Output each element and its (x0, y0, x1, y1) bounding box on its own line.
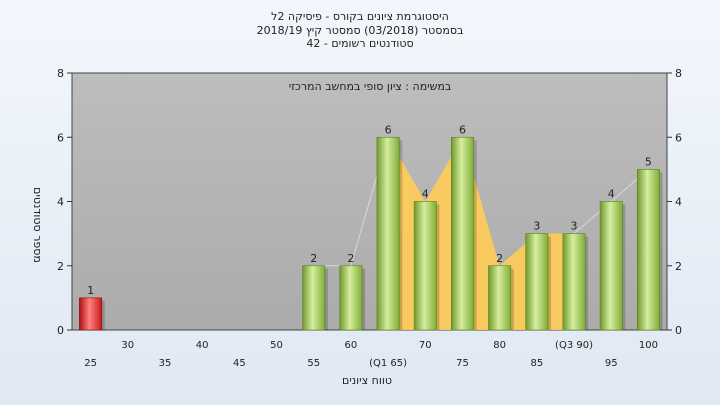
chart-title-line-1: היסטוגרמת ציונים בקורס - פיסיקה 2ל (271, 10, 449, 23)
x-tick-label: 35 (159, 358, 172, 369)
x-tick-label: 75 (456, 358, 469, 369)
bar (339, 265, 363, 331)
bar-value-label: 6 (459, 123, 466, 136)
bar (79, 297, 103, 331)
chart-annotation: במשימה : ציון סופי במחשב המרכזי (289, 80, 452, 93)
y-tick-label-left: 0 (57, 324, 64, 337)
x-tick-label: 55 (307, 358, 320, 369)
chart-title-line-2: בסמסטר (03/2018) סמסטר קיץ 2018/19 (257, 24, 464, 37)
y-tick-label-left: 6 (57, 131, 64, 144)
bar-value-label: 6 (385, 123, 392, 136)
bar-value-label: 2 (310, 252, 317, 265)
bar-value-label: 5 (645, 155, 652, 168)
x-tick-label: 95 (605, 358, 618, 369)
x-tick-label: 80 (493, 340, 506, 351)
bar-value-label: 4 (608, 188, 615, 201)
x-tick-label: 30 (121, 340, 134, 351)
y-tick-label-right: 2 (675, 260, 682, 273)
x-tick-label: 25 (84, 358, 97, 369)
x-axis-label: טווח ציונים (342, 374, 392, 387)
y-tick-label-right: 0 (675, 324, 682, 337)
bar (525, 233, 549, 331)
y-tick-label-right: 6 (675, 131, 682, 144)
y-tick-label-right: 4 (675, 196, 682, 209)
bar-value-label: 2 (347, 252, 354, 265)
bar (413, 201, 437, 331)
x-tick-label: 40 (196, 340, 209, 351)
bar (599, 201, 623, 331)
x-tick-label: (Q1 65) (369, 358, 407, 369)
y-axis-label: מספר סטודנטים (31, 187, 44, 263)
bar (451, 136, 474, 331)
y-tick-label-left: 8 (57, 67, 64, 80)
bar-value-label: 2 (496, 252, 503, 265)
chart-title-line-3: 42 - סטודנטים רשומים (306, 37, 413, 50)
bar (376, 136, 400, 331)
x-tick-label: 70 (419, 340, 432, 351)
x-tick-label: (Q3 90) (555, 340, 593, 351)
x-tick-label: 100 (639, 340, 658, 351)
x-tick-label: 50 (270, 340, 283, 351)
bar-value-label: 1 (87, 284, 94, 297)
bar (302, 265, 326, 331)
bar (488, 265, 512, 331)
x-tick-label: 85 (530, 358, 543, 369)
bar-value-label: 3 (571, 220, 578, 233)
x-tick-label: 45 (233, 358, 246, 369)
bar (562, 233, 586, 331)
y-tick-label-right: 8 (675, 67, 682, 80)
bar (636, 169, 660, 331)
bar-value-label: 3 (533, 220, 540, 233)
bar-value-label: 4 (422, 188, 429, 201)
x-tick-label: 60 (345, 340, 358, 351)
y-tick-label-left: 4 (57, 196, 64, 209)
y-tick-label-left: 2 (57, 260, 64, 273)
